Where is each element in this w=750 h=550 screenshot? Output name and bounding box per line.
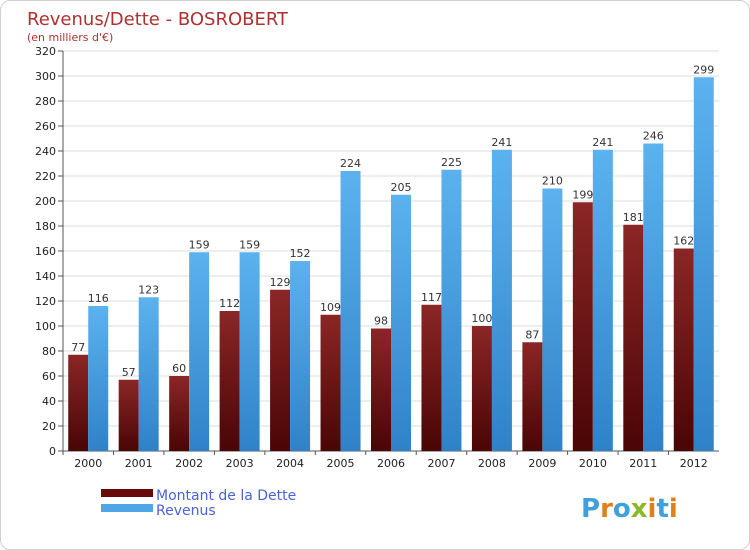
x-tick-label: 2012 (680, 457, 708, 470)
x-tick-label: 2009 (528, 457, 556, 470)
y-tick-label: 120 (35, 295, 56, 308)
y-tick-label: 260 (35, 120, 56, 133)
bar-revenus (542, 188, 563, 451)
data-label-debt: 100 (471, 312, 492, 325)
y-tick-label: 140 (35, 270, 56, 283)
y-tick-label: 320 (35, 45, 56, 58)
data-label-debt: 117 (421, 291, 442, 304)
x-tick-label: 2001 (125, 457, 153, 470)
bar-revenus (693, 77, 714, 451)
bar-revenus (189, 252, 210, 451)
bar-debt (320, 314, 341, 451)
bar-debt (572, 202, 593, 451)
bar-revenus (391, 194, 411, 451)
data-label-revenus: 205 (391, 181, 412, 194)
data-label-revenus: 241 (491, 136, 512, 149)
data-label-debt: 162 (673, 235, 694, 248)
data-label-debt: 60 (172, 362, 186, 375)
y-tick-label: 180 (35, 220, 56, 233)
bar-revenus (441, 169, 462, 451)
data-label-revenus: 241 (592, 136, 613, 149)
bar-debt (421, 304, 442, 451)
bar-debt (169, 376, 190, 451)
y-tick-label: 240 (35, 145, 56, 158)
x-tick-label: 2011 (629, 457, 657, 470)
data-label-revenus: 152 (290, 247, 311, 260)
x-tick-label: 2005 (327, 457, 355, 470)
bar-debt (522, 342, 543, 451)
bar-debt (371, 328, 391, 451)
bar-debt (219, 311, 240, 451)
bar-revenus (138, 297, 159, 451)
bar-revenus (592, 149, 613, 451)
bar-revenus (491, 149, 512, 451)
y-tick-label: 200 (35, 195, 56, 208)
legend-label-debt: Montant de la Dette (156, 488, 296, 504)
x-tick-label: 2000 (74, 457, 102, 470)
x-tick-label: 2002 (175, 457, 203, 470)
x-tick-label: 2007 (427, 457, 455, 470)
y-tick-label: 160 (35, 245, 56, 258)
data-label-revenus: 210 (542, 175, 563, 188)
x-tick-label: 2010 (579, 457, 607, 470)
data-label-revenus: 246 (643, 130, 664, 143)
bar-debt (471, 326, 492, 451)
y-tick-label: 60 (42, 370, 56, 383)
data-label-revenus: 159 (239, 238, 260, 251)
legend-swatch-debt (101, 489, 153, 497)
chart-title: Revenus/Dette - BOSROBERT (27, 9, 289, 30)
data-label-debt: 109 (320, 301, 341, 314)
bar-revenus (88, 306, 109, 451)
x-tick-label: 2008 (478, 457, 506, 470)
data-label-debt: 77 (71, 341, 85, 354)
data-label-debt: 199 (572, 188, 593, 201)
proxiti-logo: Proxiti (581, 494, 678, 524)
chart-subtitle: (en milliers d'€) (27, 31, 113, 44)
x-tick-label: 2004 (276, 457, 304, 470)
bar-debt (673, 248, 694, 451)
bar-debt (270, 289, 291, 451)
data-label-debt: 57 (122, 366, 136, 379)
y-tick-label: 100 (35, 320, 56, 333)
legend-label-revenus: Revenus (156, 503, 216, 519)
data-label-revenus: 116 (88, 292, 109, 305)
bar-revenus (239, 252, 260, 451)
data-label-revenus: 225 (441, 156, 462, 169)
bar-debt (118, 379, 139, 451)
x-tick-label: 2003 (226, 457, 254, 470)
data-label-debt: 181 (623, 211, 644, 224)
bar-revenus (290, 261, 311, 451)
y-tick-label: 40 (42, 395, 56, 408)
data-label-debt: 129 (270, 276, 291, 289)
y-tick-label: 300 (35, 70, 56, 83)
y-tick-label: 0 (49, 445, 56, 458)
y-tick-label: 280 (35, 95, 56, 108)
svg-text:Proxiti: Proxiti (581, 494, 678, 524)
bar-debt (623, 224, 644, 451)
bar-revenus (340, 171, 361, 451)
y-tick-label: 220 (35, 170, 56, 183)
bar-revenus (643, 143, 664, 451)
y-tick-label: 20 (42, 420, 56, 433)
data-label-revenus: 123 (138, 283, 159, 296)
bar-debt (68, 354, 89, 451)
data-label-debt: 112 (219, 297, 240, 310)
data-label-revenus: 159 (189, 238, 210, 251)
data-label-revenus: 299 (693, 63, 714, 76)
data-label-revenus: 224 (340, 157, 361, 170)
data-label-debt: 98 (374, 315, 388, 328)
x-tick-label: 2006 (377, 457, 405, 470)
legend-swatch-revenus (101, 504, 153, 512)
y-tick-label: 80 (42, 345, 56, 358)
data-label-debt: 87 (525, 328, 539, 341)
